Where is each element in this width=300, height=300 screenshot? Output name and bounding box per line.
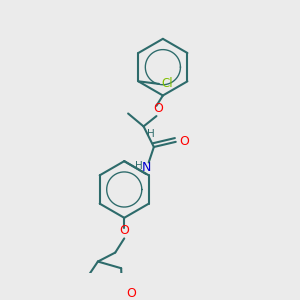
Text: O: O xyxy=(179,135,189,148)
Text: O: O xyxy=(119,224,129,237)
Text: O: O xyxy=(126,287,136,300)
Text: Cl: Cl xyxy=(161,77,173,90)
Text: H: H xyxy=(147,129,155,139)
Text: O: O xyxy=(153,102,163,115)
Text: N: N xyxy=(141,161,151,174)
Text: H: H xyxy=(134,161,142,171)
